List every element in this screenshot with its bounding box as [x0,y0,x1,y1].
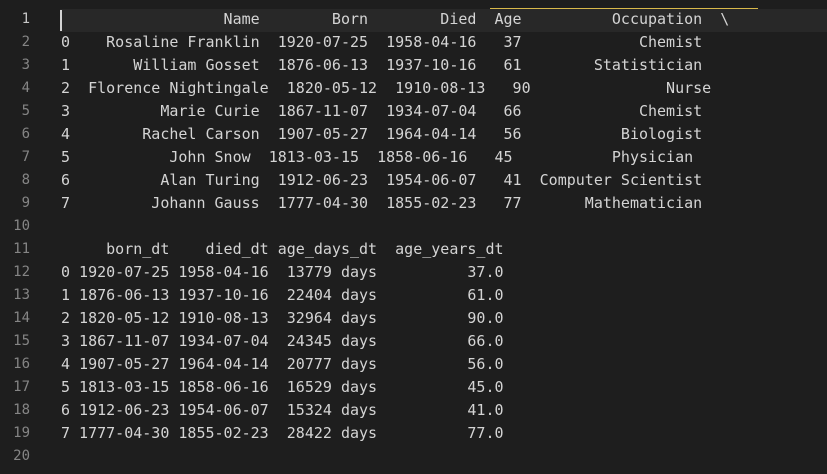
code-line[interactable]: 0 1920-07-25 1958-04-16 13779 days 37.0 [61,263,504,281]
code-line[interactable]: 3 1867-11-07 1934-07-04 24345 days 66.0 [61,332,504,350]
line-number: 18 [13,402,30,418]
line-number: 12 [13,264,30,280]
line-number: 7 [21,149,30,165]
line-number: 3 [21,57,30,73]
code-line[interactable]: 4 1907-05-27 1964-04-14 20777 days 56.0 [61,355,504,373]
code-line[interactable]: 5 1813-03-15 1858-06-16 16529 days 45.0 [61,378,504,396]
line-number: 10 [13,218,30,234]
line-number: 1 [21,11,30,27]
code-line[interactable]: 6 1912-06-23 1954-06-07 15324 days 41.0 [61,401,504,419]
code-line[interactable]: 3 Marie Curie 1867-11-07 1934-07-04 66 C… [61,102,721,120]
code-line[interactable]: 1 William Gosset 1876-06-13 1937-10-16 6… [61,56,721,74]
line-number: 20 [13,448,30,464]
line-number: 16 [13,356,30,372]
text-cursor [60,10,62,31]
line-number: 4 [21,80,30,96]
current-line-highlight [60,9,827,32]
line-number: 9 [21,195,30,211]
code-line[interactable]: 5 John Snow 1813-03-15 1858-06-16 45 Phy… [61,148,712,166]
code-line[interactable]: Name Born Died Age Occupation \ [61,10,730,28]
line-number: 5 [21,103,30,119]
line-number: 13 [13,287,30,303]
line-number-gutter: 1 2 3 4 5 6 7 8 9 10 11 12 13 14 15 16 1… [0,0,58,474]
code-line[interactable]: 6 Alan Turing 1912-06-23 1954-06-07 41 C… [61,171,721,189]
line-number: 19 [13,425,30,441]
code-line[interactable]: born_dt died_dt age_days_dt age_years_dt [61,240,504,258]
code-line[interactable]: 7 Johann Gauss 1777-04-30 1855-02-23 77 … [61,194,721,212]
line-number: 8 [21,172,30,188]
code-line[interactable]: 0 Rosaline Franklin 1920-07-25 1958-04-1… [61,33,721,51]
line-number: 17 [13,379,30,395]
code-line[interactable]: 7 1777-04-30 1855-02-23 28422 days 77.0 [61,424,504,442]
selection-highlight-marker [490,8,758,9]
line-number: 15 [13,333,30,349]
line-number: 2 [21,34,30,50]
line-number: 14 [13,310,30,326]
code-line[interactable]: 4 Rachel Carson 1907-05-27 1964-04-14 56… [61,125,721,143]
line-number: 11 [13,241,30,257]
code-line[interactable]: 2 Florence Nightingale 1820-05-12 1910-0… [61,79,730,97]
line-number: 6 [21,126,30,142]
code-line[interactable]: 2 1820-05-12 1910-08-13 32964 days 90.0 [61,309,504,327]
code-line[interactable]: 1 1876-06-13 1937-10-16 22404 days 61.0 [61,286,504,304]
